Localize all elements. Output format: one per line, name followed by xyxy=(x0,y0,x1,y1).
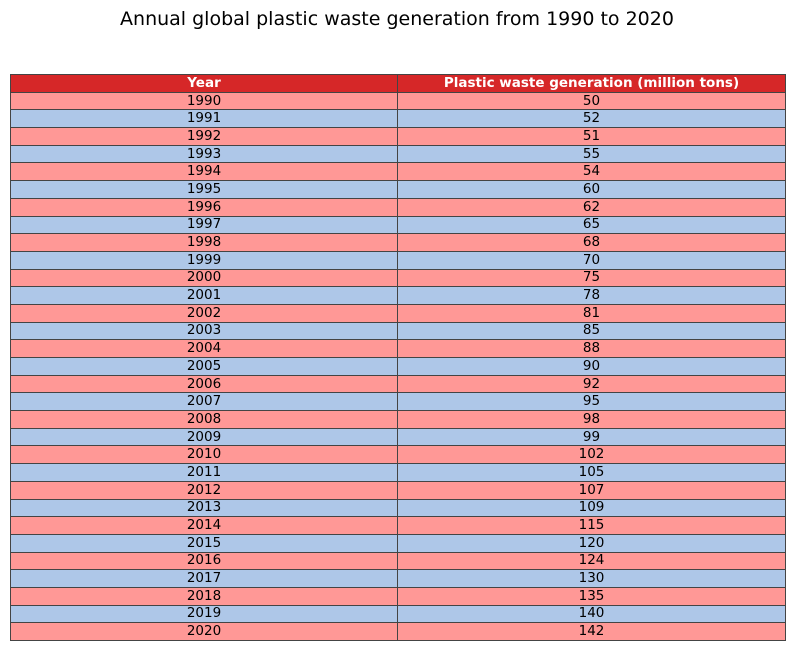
table-row: 1992 51 xyxy=(10,127,786,146)
value-cell: 60 xyxy=(397,180,786,199)
value-cell: 52 xyxy=(397,109,786,129)
table-row: 2019 140 xyxy=(10,604,786,624)
table-row: 2018 135 xyxy=(10,586,786,606)
year-cell: 1997 xyxy=(10,215,398,235)
year-cell: 2001 xyxy=(10,286,398,305)
table-row: 2006 92 xyxy=(10,374,786,394)
value-cell: 68 xyxy=(397,233,786,252)
year-cell: 2019 xyxy=(10,604,398,624)
value-cell: 130 xyxy=(397,569,786,588)
table-row: 1991 52 xyxy=(10,109,786,129)
year-cell: 1993 xyxy=(10,144,398,164)
year-cell: 2017 xyxy=(10,569,398,588)
value-cell: 98 xyxy=(397,410,786,429)
value-cell: 54 xyxy=(397,162,786,182)
value-cell: 99 xyxy=(397,427,786,447)
value-cell: 102 xyxy=(397,445,786,465)
table-row: 2016 124 xyxy=(10,551,786,571)
value-cell: 55 xyxy=(397,144,786,164)
year-cell: 2002 xyxy=(10,303,398,323)
value-cell: 107 xyxy=(397,480,786,500)
table-row: 1996 62 xyxy=(10,197,786,217)
year-cell: 2000 xyxy=(10,268,398,288)
header-plastic-waste: Plastic waste generation (million tons) xyxy=(397,74,786,93)
value-cell: 85 xyxy=(397,321,786,341)
table-row: 2001 78 xyxy=(10,286,786,305)
table-row: 2002 81 xyxy=(10,303,786,323)
value-cell: 88 xyxy=(397,339,786,358)
value-cell: 78 xyxy=(397,286,786,305)
value-cell: 75 xyxy=(397,268,786,288)
data-table: Year Plastic waste generation (million t… xyxy=(10,74,786,641)
value-cell: 92 xyxy=(397,374,786,394)
table-row: 2012 107 xyxy=(10,480,786,500)
year-cell: 1991 xyxy=(10,109,398,129)
value-cell: 124 xyxy=(397,551,786,571)
value-cell: 90 xyxy=(397,357,786,376)
table-row: 2010 102 xyxy=(10,445,786,465)
year-cell: 2003 xyxy=(10,321,398,341)
value-cell: 115 xyxy=(397,516,786,535)
value-cell: 50 xyxy=(397,91,786,111)
year-cell: 2009 xyxy=(10,427,398,447)
value-cell: 62 xyxy=(397,197,786,217)
year-cell: 1998 xyxy=(10,233,398,252)
table-row: 2007 95 xyxy=(10,392,786,412)
year-cell: 2020 xyxy=(10,622,398,641)
year-cell: 2008 xyxy=(10,410,398,429)
year-cell: 2015 xyxy=(10,533,398,553)
year-cell: 1994 xyxy=(10,162,398,182)
value-cell: 70 xyxy=(397,250,786,270)
value-cell: 81 xyxy=(397,303,786,323)
year-cell: 2007 xyxy=(10,392,398,412)
year-cell: 2005 xyxy=(10,357,398,376)
table-row: 2014 115 xyxy=(10,516,786,535)
value-cell: 142 xyxy=(397,622,786,641)
table-row: 2011 105 xyxy=(10,463,786,482)
year-cell: 2014 xyxy=(10,516,398,535)
year-cell: 2010 xyxy=(10,445,398,465)
header-year: Year xyxy=(10,74,398,93)
value-cell: 140 xyxy=(397,604,786,624)
table-row: 1998 68 xyxy=(10,233,786,252)
year-cell: 2004 xyxy=(10,339,398,358)
year-cell: 1995 xyxy=(10,180,398,199)
table-row: 1994 54 xyxy=(10,162,786,182)
table-row: 2000 75 xyxy=(10,268,786,288)
table-row: 1999 70 xyxy=(10,250,786,270)
year-cell: 2012 xyxy=(10,480,398,500)
value-cell: 95 xyxy=(397,392,786,412)
year-cell: 2013 xyxy=(10,498,398,518)
year-cell: 2016 xyxy=(10,551,398,571)
table-row: 2005 90 xyxy=(10,357,786,376)
year-cell: 1992 xyxy=(10,127,398,146)
table-row: 2015 120 xyxy=(10,533,786,553)
value-cell: 109 xyxy=(397,498,786,518)
value-cell: 105 xyxy=(397,463,786,482)
table-row: 2008 98 xyxy=(10,410,786,429)
value-cell: 120 xyxy=(397,533,786,553)
table-body: 1990 50 1991 52 1992 51 1993 55 1994 54 1995 60 1996… xyxy=(10,91,786,641)
table-row: 1993 55 xyxy=(10,144,786,164)
table-row: 1990 50 xyxy=(10,91,786,111)
table-row: 2003 85 xyxy=(10,321,786,341)
table-row: 2009 99 xyxy=(10,427,786,447)
chart-title: Annual global plastic waste generation f… xyxy=(120,8,674,30)
table-row: 1995 60 xyxy=(10,180,786,199)
year-cell: 1990 xyxy=(10,91,398,111)
value-cell: 135 xyxy=(397,586,786,606)
year-cell: 2006 xyxy=(10,374,398,394)
year-cell: 1999 xyxy=(10,250,398,270)
table-row: 1997 65 xyxy=(10,215,786,235)
year-cell: 2018 xyxy=(10,586,398,606)
header-row: Year Plastic waste generation (million t… xyxy=(10,74,786,93)
table-row: 2017 130 xyxy=(10,569,786,588)
year-cell: 2011 xyxy=(10,463,398,482)
table-row: 2013 109 xyxy=(10,498,786,518)
value-cell: 51 xyxy=(397,127,786,146)
year-cell: 1996 xyxy=(10,197,398,217)
value-cell: 65 xyxy=(397,215,786,235)
table-row: 2004 88 xyxy=(10,339,786,358)
table-row: 2020 142 xyxy=(10,622,786,641)
